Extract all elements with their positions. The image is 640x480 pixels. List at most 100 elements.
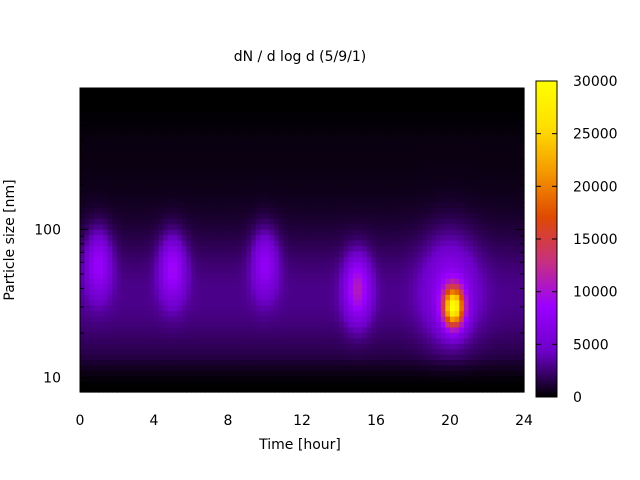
heatmap-cell xyxy=(218,354,224,361)
heatmap-cell xyxy=(343,202,349,209)
heatmap-cell xyxy=(394,245,400,252)
heatmap-cell xyxy=(167,234,174,241)
heatmap-cell xyxy=(288,364,294,371)
heatmap-cell xyxy=(399,343,405,350)
heatmap-cell xyxy=(445,191,451,198)
heatmap-cell xyxy=(389,240,396,247)
heatmap-cell xyxy=(103,158,109,165)
heatmap-cell xyxy=(191,223,197,230)
heatmap-cell xyxy=(181,218,187,225)
heatmap-cell xyxy=(473,261,479,268)
heatmap-cell xyxy=(181,240,187,247)
heatmap-cell xyxy=(98,283,104,290)
heatmap-cell xyxy=(468,305,474,312)
heatmap-cell xyxy=(144,147,150,154)
heatmap-cell xyxy=(107,240,113,247)
heatmap-cell xyxy=(320,321,326,328)
heatmap-cell xyxy=(232,299,238,306)
heatmap-cell xyxy=(394,267,400,274)
heatmap-cell xyxy=(292,126,298,133)
heatmap-cell xyxy=(403,120,409,127)
heatmap-cell xyxy=(288,158,294,165)
heatmap-cell xyxy=(269,218,275,225)
heatmap-cell xyxy=(339,207,345,214)
heatmap-cell xyxy=(468,158,474,165)
heatmap-cell xyxy=(149,218,155,225)
heatmap-cell xyxy=(440,278,446,285)
heatmap-cell xyxy=(311,321,317,328)
heatmap-cell xyxy=(320,370,326,377)
heatmap-cell xyxy=(357,147,363,154)
heatmap-cell xyxy=(89,164,95,171)
heatmap-cell xyxy=(214,381,220,388)
heatmap-cell xyxy=(98,136,104,143)
heatmap-cell xyxy=(385,256,391,263)
heatmap-cell xyxy=(352,250,359,257)
heatmap-cell xyxy=(329,261,335,268)
heatmap-cell xyxy=(209,202,215,209)
heatmap-cell xyxy=(103,218,109,225)
heatmap-cell xyxy=(431,343,437,350)
heatmap-cell xyxy=(260,326,266,333)
heatmap-cell xyxy=(292,104,298,111)
heatmap-cell xyxy=(329,343,335,350)
heatmap-cell xyxy=(191,169,197,176)
heatmap-cell xyxy=(228,196,234,203)
heatmap-cell xyxy=(278,212,285,219)
heatmap-cell xyxy=(385,326,391,333)
heatmap-cell xyxy=(260,180,266,187)
heatmap-cell xyxy=(339,354,345,361)
heatmap-cell xyxy=(130,359,137,366)
heatmap-cell xyxy=(459,348,465,355)
heatmap-cell xyxy=(394,261,400,268)
heatmap-cell xyxy=(380,164,386,171)
heatmap-cell xyxy=(112,321,118,328)
heatmap-cell xyxy=(260,223,266,230)
heatmap-cell xyxy=(477,316,483,323)
heatmap-cell xyxy=(214,126,220,133)
heatmap-cell xyxy=(352,359,359,366)
heatmap-cell xyxy=(255,142,261,149)
heatmap-cell xyxy=(98,93,104,100)
heatmap-cell xyxy=(477,169,483,176)
heatmap-cell xyxy=(422,164,428,171)
heatmap-cell xyxy=(376,196,382,203)
heatmap-cell xyxy=(260,147,266,154)
heatmap-cell xyxy=(422,93,428,100)
heatmap-cell xyxy=(334,196,340,203)
heatmap-cell xyxy=(154,93,160,100)
heatmap-cell xyxy=(362,267,368,274)
heatmap-cell xyxy=(436,229,442,236)
heatmap-cell xyxy=(130,343,137,350)
heatmap-cell xyxy=(158,234,164,241)
heatmap-cell xyxy=(352,234,359,241)
heatmap-cell xyxy=(450,202,456,209)
heatmap-cell xyxy=(297,109,303,116)
heatmap-cell xyxy=(191,164,197,171)
heatmap-cell xyxy=(158,191,164,198)
heatmap-cell xyxy=(450,348,456,355)
heatmap-cell xyxy=(385,294,391,301)
heatmap-cell xyxy=(84,109,90,116)
heatmap-cell xyxy=(265,321,271,328)
heatmap-cell xyxy=(385,343,391,350)
heatmap-cell xyxy=(352,305,359,312)
heatmap-cell xyxy=(403,332,409,339)
heatmap-cell xyxy=(228,316,234,323)
heatmap-cell xyxy=(371,191,377,198)
heatmap-cell xyxy=(93,386,100,393)
heatmap-cell xyxy=(302,326,308,333)
heatmap-cell xyxy=(320,326,326,333)
heatmap-cell xyxy=(357,381,363,388)
heatmap-cell xyxy=(366,218,372,225)
heatmap-cell xyxy=(339,250,345,257)
heatmap-cell xyxy=(468,256,474,263)
heatmap-cell xyxy=(348,234,354,241)
heatmap-cell xyxy=(408,202,414,209)
heatmap-cell xyxy=(269,375,275,382)
heatmap-cell xyxy=(154,256,160,263)
heatmap-cell xyxy=(325,272,331,279)
heatmap-cell xyxy=(144,321,150,328)
heatmap-cell xyxy=(140,381,146,388)
heatmap-cell xyxy=(246,381,252,388)
